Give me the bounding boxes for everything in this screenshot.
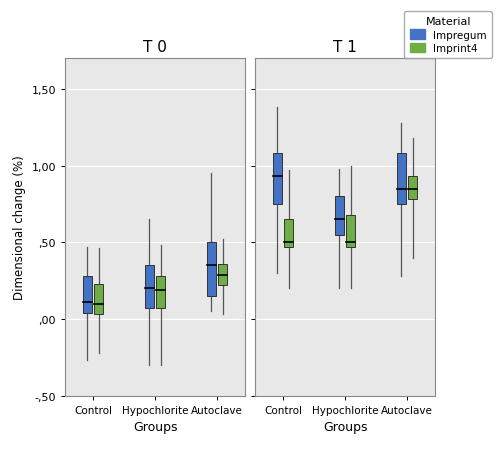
X-axis label: Groups: Groups [133,420,177,433]
Bar [397,154,406,205]
Bar [82,277,92,313]
Bar [218,264,228,286]
Bar [272,154,282,205]
Bar [207,243,216,296]
Bar [346,215,355,248]
Bar [408,177,418,200]
Legend: Impregum, Imprint4: Impregum, Imprint4 [404,12,492,59]
Y-axis label: Dimensional change (%): Dimensional change (%) [13,155,26,300]
Bar [94,284,103,315]
Title: T 1: T 1 [333,40,357,55]
Bar [335,197,344,235]
Title: T 0: T 0 [143,40,167,55]
X-axis label: Groups: Groups [323,420,367,433]
Bar [156,277,165,308]
Bar [145,266,154,308]
Bar [284,220,293,248]
